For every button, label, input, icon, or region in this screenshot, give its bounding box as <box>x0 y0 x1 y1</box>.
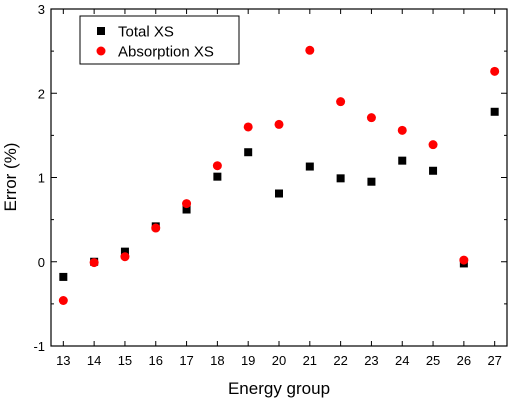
total-xs-point <box>490 107 499 116</box>
x-tick-label: 21 <box>303 353 317 368</box>
y-tick-label: 1 <box>38 171 45 186</box>
total-xs-point <box>275 189 283 198</box>
legend-marker-2 <box>96 46 106 56</box>
x-tick-label: 13 <box>56 353 70 368</box>
absorption-xs-point <box>182 199 192 209</box>
absorption-xs-point <box>274 119 284 129</box>
absorption-xs-point <box>397 125 407 135</box>
x-tick-label: 24 <box>395 353 409 368</box>
absorption-xs-point <box>490 66 500 76</box>
total-xs-point <box>367 177 376 186</box>
absorption-xs-point <box>212 161 222 171</box>
x-tick-label: 26 <box>457 353 471 368</box>
y-axis-title: Error (%) <box>1 143 20 212</box>
absorption-xs-point <box>336 97 346 107</box>
legend-label: Total XS <box>118 24 174 41</box>
total-xs-point <box>305 162 314 171</box>
y-tick-label: 2 <box>38 86 45 101</box>
x-axis-title: Energy group <box>228 379 330 398</box>
x-tick-label: 18 <box>210 353 224 368</box>
y-tick-label: 0 <box>38 255 45 270</box>
series-2 <box>58 45 500 306</box>
total-xs-point <box>398 156 407 165</box>
absorption-xs-point <box>151 223 161 233</box>
absorption-xs-point <box>366 113 376 123</box>
legend-label: Absorption XS <box>118 44 214 61</box>
legend: Total XS Absorption XS <box>79 15 240 65</box>
x-tick-label: 25 <box>426 353 440 368</box>
legend-marker-1 <box>97 27 105 35</box>
tick-marks <box>51 8 507 347</box>
legend-box <box>79 15 240 65</box>
absorption-xs-point <box>459 255 469 265</box>
x-tick-label: 19 <box>241 353 255 368</box>
total-xs-point <box>213 172 222 181</box>
absorption-xs-point <box>428 140 438 150</box>
x-tick-label: 17 <box>179 353 193 368</box>
total-xs-point <box>59 272 68 281</box>
total-xs-point <box>429 166 438 175</box>
absorption-xs-point <box>120 252 130 262</box>
x-tick-label: 14 <box>87 353 101 368</box>
x-tick-label: 15 <box>118 353 132 368</box>
absorption-xs-point <box>305 45 315 55</box>
total-xs-point <box>120 247 129 256</box>
total-xs-point <box>336 174 345 183</box>
y-tick-label: 3 <box>38 2 45 17</box>
total-xs-point <box>244 148 253 157</box>
x-tick-label: 23 <box>364 353 378 368</box>
y-tick-label: -1 <box>33 339 45 354</box>
absorption-xs-point <box>89 258 99 268</box>
x-tick-label: 22 <box>333 353 347 368</box>
x-tick-label: 16 <box>149 353 163 368</box>
absorption-xs-point <box>243 122 253 132</box>
total-xs-point <box>182 205 191 214</box>
x-tick-label: 20 <box>272 353 286 368</box>
x-tick-label: 27 <box>487 353 501 368</box>
data-points <box>58 45 500 306</box>
absorption-xs-point <box>58 296 68 306</box>
